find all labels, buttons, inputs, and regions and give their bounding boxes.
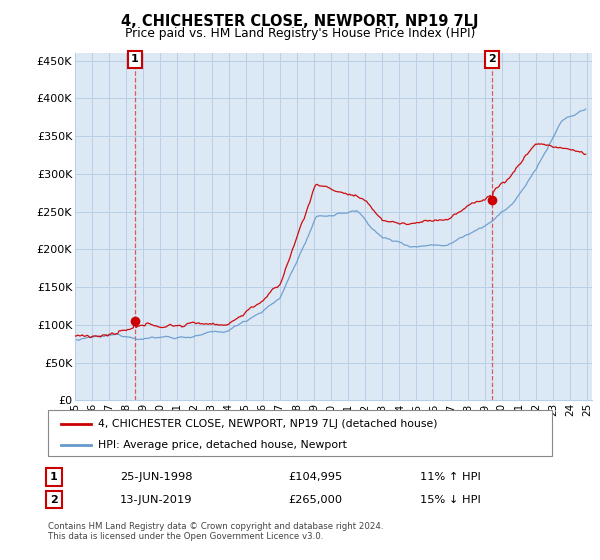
Text: 4, CHICHESTER CLOSE, NEWPORT, NP19 7LJ: 4, CHICHESTER CLOSE, NEWPORT, NP19 7LJ [121,14,479,29]
Text: 25-JUN-1998: 25-JUN-1998 [120,472,193,482]
Text: 2: 2 [50,494,58,505]
Text: 13-JUN-2019: 13-JUN-2019 [120,494,193,505]
Text: 2: 2 [488,54,496,64]
Text: £104,995: £104,995 [288,472,342,482]
Text: 11% ↑ HPI: 11% ↑ HPI [420,472,481,482]
Text: Contains HM Land Registry data © Crown copyright and database right 2024.
This d: Contains HM Land Registry data © Crown c… [48,522,383,542]
Text: 1: 1 [50,472,58,482]
Text: 4, CHICHESTER CLOSE, NEWPORT, NP19 7LJ (detached house): 4, CHICHESTER CLOSE, NEWPORT, NP19 7LJ (… [98,419,438,430]
Text: 1: 1 [131,54,139,64]
Text: £265,000: £265,000 [288,494,342,505]
Text: HPI: Average price, detached house, Newport: HPI: Average price, detached house, Newp… [98,440,347,450]
Text: Price paid vs. HM Land Registry's House Price Index (HPI): Price paid vs. HM Land Registry's House … [125,27,475,40]
Text: 15% ↓ HPI: 15% ↓ HPI [420,494,481,505]
